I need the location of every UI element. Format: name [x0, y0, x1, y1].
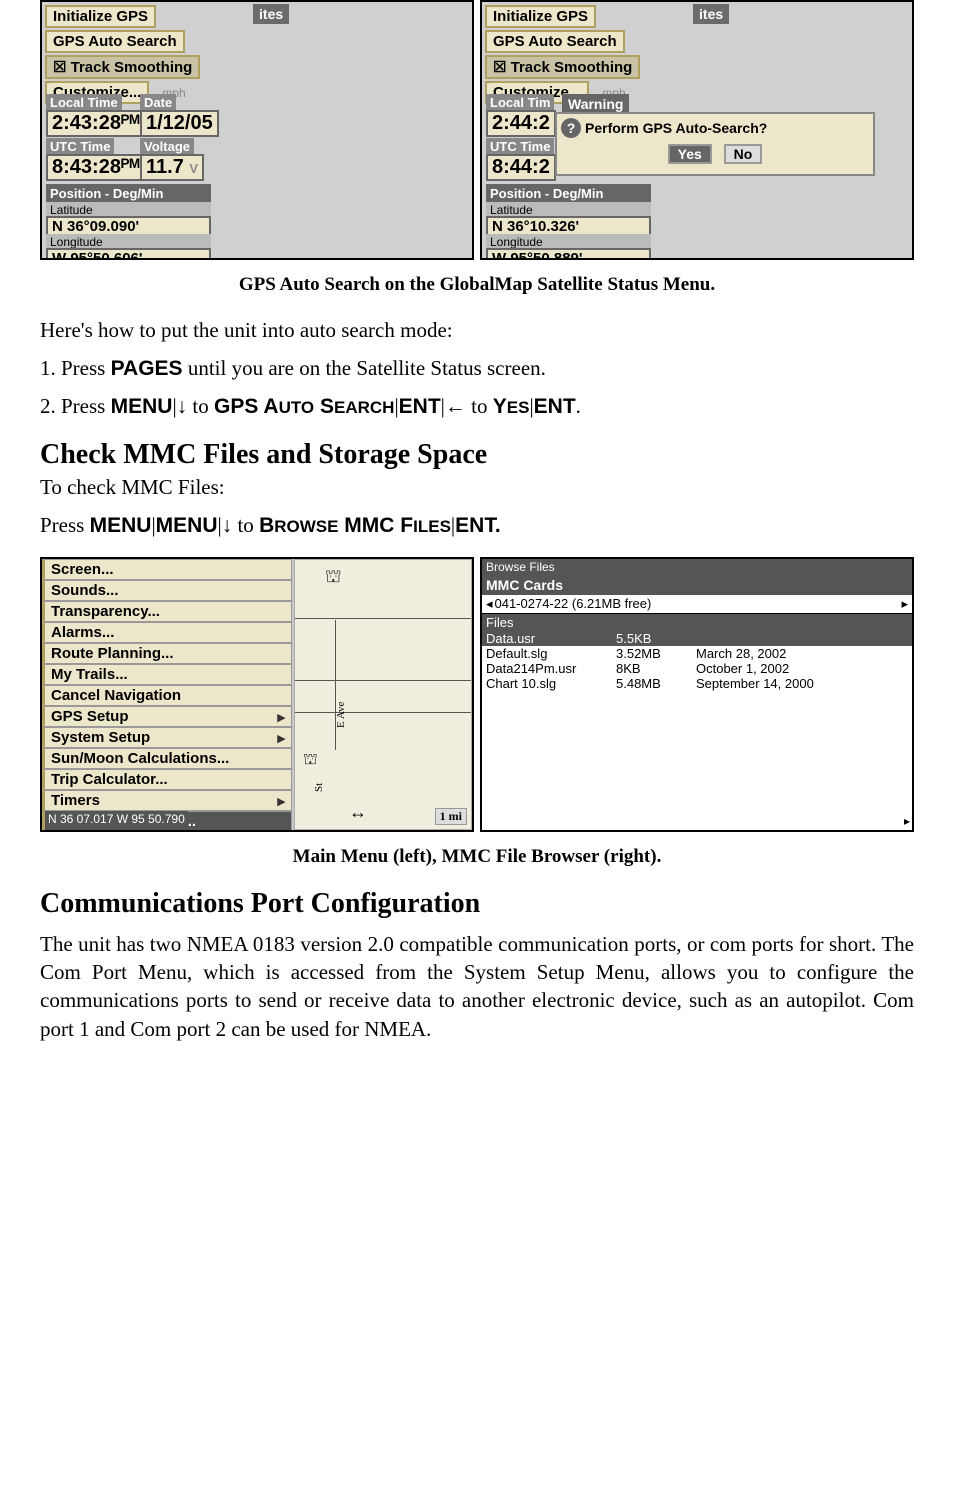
main-menu-item[interactable]: Sounds... [42, 580, 292, 601]
file-row[interactable]: Data214Pm.usr8KBOctober 1, 2002 [482, 661, 912, 676]
check-mmc-command: Press MENU|MENU|↓ to BROWSE MMC FILES|EN… [40, 511, 914, 540]
yes-button[interactable]: Yes [668, 144, 712, 164]
ites-tab-right: ites [693, 4, 729, 24]
utc-time-value-r: 8:44:2 [486, 154, 556, 181]
no-button[interactable]: No [724, 144, 763, 164]
file-row[interactable]: Data.usr5.5KB [482, 631, 912, 646]
file-browser-screenshot: Browse Files MMC Cards ◂041-0274-22 (6.2… [480, 557, 914, 832]
main-menu-item[interactable]: My Trails... [42, 664, 292, 685]
scroll-right-icon[interactable]: ▸ [904, 814, 910, 828]
utc-time-value: 8:43:28ᴾᴹ [46, 154, 146, 181]
menu-initialize-gps-r[interactable]: Initialize GPS [485, 5, 596, 28]
main-menu-item[interactable]: GPS Setup [42, 706, 292, 727]
menu-initialize-gps[interactable]: Initialize GPS [45, 5, 156, 28]
warning-message: Perform GPS Auto-Search? [585, 120, 767, 136]
longitude-value: W 95°50.606' [46, 248, 211, 260]
intro-paragraph: Here's how to put the unit into auto sea… [40, 316, 914, 344]
ites-tab-left: ites [253, 4, 289, 24]
gps-right-screenshot: Initialize GPS ites GPS Auto Search ☒ Tra… [480, 0, 914, 260]
map-label-st: St [313, 783, 325, 792]
section-check-mmc: Check MMC Files and Storage Space [40, 439, 914, 471]
figure-2: Screen...Sounds...Transparency...Alarms.… [40, 557, 914, 832]
local-time-value: 2:43:28ᴾᴹ [46, 110, 146, 137]
position-header: Position - Deg/Min [46, 184, 211, 203]
browser-card: MMC Cards [482, 575, 912, 595]
local-time-label: Local Time [46, 94, 122, 111]
scale-label: 1 mi [435, 808, 467, 825]
file-row[interactable]: Default.slg3.52MBMarch 28, 2002 [482, 646, 912, 661]
menu-track-smoothing[interactable]: ☒ Track Smoothing [45, 55, 200, 79]
main-menu-screenshot: Screen...Sounds...Transparency...Alarms.… [40, 557, 474, 832]
main-menu-item[interactable]: Screen... [42, 559, 292, 580]
browser-free-space: ◂041-0274-22 (6.21MB free)▸ [482, 595, 912, 614]
file-row[interactable]: Chart 10.slg5.48MBSeptember 14, 2000 [482, 676, 912, 691]
warning-dialog: ?Perform GPS Auto-Search? Yes No [555, 112, 875, 176]
step-2: 2. Press MENU|↓ to GPS AUTO SEARCH|ENT|←… [40, 392, 914, 421]
voltage-value: 11.7 V [140, 154, 204, 181]
checkbox-glyph-r: ☒ [493, 59, 506, 76]
browser-files-header: Files [482, 614, 912, 631]
checkbox-glyph: ☒ [53, 59, 66, 76]
step-1: 1. Press PAGES until you are on the Sate… [40, 354, 914, 383]
utc-time-label-r: UTC Time [486, 138, 554, 155]
check-mmc-subtitle: To check MMC Files: [40, 473, 914, 501]
main-menu-item[interactable]: Alarms... [42, 622, 292, 643]
figure-1: Initialize GPS ites GPS Auto Search ☒ Tra… [40, 0, 914, 260]
section-com-port: Communications Port Configuration [40, 888, 914, 920]
date-value: 1/12/05 [140, 110, 219, 137]
main-menu-item[interactable]: System Setup [42, 727, 292, 748]
menu-gps-auto-search-r[interactable]: GPS Auto Search [485, 30, 625, 53]
tower-icon: ⛫ [325, 566, 342, 590]
question-icon: ? [561, 118, 581, 138]
browser-title: Browse Files [482, 559, 912, 575]
main-menu-item[interactable]: Trip Calculator... [42, 769, 292, 790]
map-label-eave: E Ave [335, 701, 347, 727]
main-menu-item[interactable]: Sun/Moon Calculations... [42, 748, 292, 769]
tower-icon-2: ⛫ [303, 750, 318, 770]
map-fragment: ⛫ ⛫ E Ave St ↔ 1 mi [294, 559, 472, 830]
gps-left-screenshot: Initialize GPS ites GPS Auto Search ☒ Tra… [40, 0, 474, 260]
warning-titlebar: Warning [562, 94, 629, 114]
local-time-value-r: 2:44:2 [486, 110, 556, 137]
scale-arrow-icon: ↔ [349, 802, 367, 823]
date-label: Date [140, 94, 176, 111]
com-port-body: The unit has two NMEA 0183 version 2.0 c… [40, 930, 914, 1043]
voltage-label: Voltage [140, 138, 194, 155]
figure-2-caption: Main Menu (left), MMC File Browser (righ… [40, 846, 914, 868]
menu-gps-auto-search[interactable]: GPS Auto Search [45, 30, 185, 53]
track-smoothing-label: Track Smoothing [71, 59, 193, 76]
longitude-value-r: W 95°50.889' [486, 248, 651, 260]
utc-time-label: UTC Time [46, 138, 114, 155]
main-menu-item[interactable]: Cancel Navigation [42, 685, 292, 706]
local-tim-label: Local Tim [486, 94, 554, 111]
position-header-r: Position - Deg/Min [486, 184, 651, 203]
track-smoothing-label-r: Track Smoothing [511, 59, 633, 76]
menu-track-smoothing-r[interactable]: ☒ Track Smoothing [485, 55, 640, 79]
main-menu-item[interactable]: Route Planning... [42, 643, 292, 664]
main-menu-item[interactable]: Timers [42, 790, 292, 811]
coord-readout: N 36 07.017 W 95 50.790 [45, 811, 188, 827]
figure-1-caption: GPS Auto Search on the GlobalMap Satelli… [40, 274, 914, 296]
main-menu-item[interactable]: Transparency... [42, 601, 292, 622]
